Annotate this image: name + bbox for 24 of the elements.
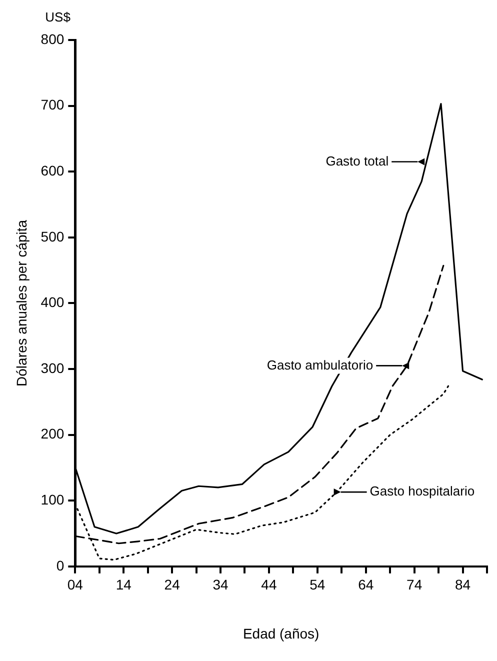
y-tick-label: 400 [40,294,64,310]
y-tick-label: 800 [40,30,64,47]
x-tick-label: 54 [310,576,326,593]
y-tick-label: 600 [40,162,64,178]
x-tick-label: 14 [116,576,132,593]
x-axis-title: Edad (años) [242,625,320,642]
y-tick-label: 100 [40,491,64,508]
annotation: Gasto ambulatorio [266,357,374,372]
y-tick-label: 0 [56,557,64,574]
x-tick-label: 64 [358,576,374,593]
y-tick-label: 200 [40,426,64,442]
x-tick-label: 74 [406,576,422,593]
y-axis-title: Dólares anuales per cápita [13,220,30,386]
x-tick-label: 24 [164,576,180,593]
annotation: Gasto total [326,153,389,168]
y-tick-label: 700 [40,96,64,113]
text: US$ [45,10,72,25]
x-tick-label: 04 [67,576,84,593]
y-tick-label: 500 [40,228,64,244]
y-tick-label: 300 [40,360,64,376]
x-tick-label: 84 [454,576,471,593]
annotation: Gasto hospitalario [370,484,475,499]
x-tick-label: 34 [212,576,229,593]
x-tick-label: 44 [261,576,277,593]
